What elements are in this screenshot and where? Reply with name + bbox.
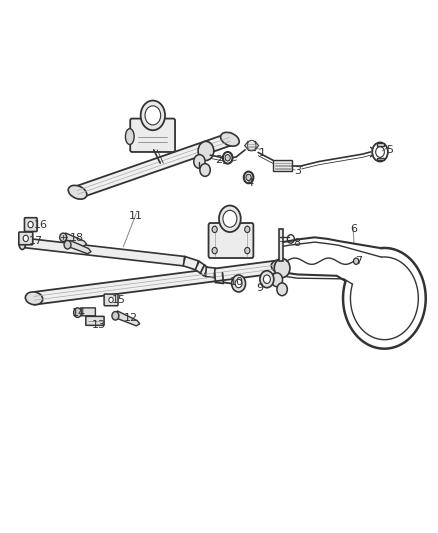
Polygon shape bbox=[279, 229, 283, 261]
Polygon shape bbox=[76, 133, 231, 198]
Circle shape bbox=[141, 101, 165, 130]
Circle shape bbox=[260, 271, 274, 288]
FancyBboxPatch shape bbox=[208, 223, 253, 258]
Ellipse shape bbox=[25, 292, 42, 305]
Text: 12: 12 bbox=[124, 313, 138, 324]
Ellipse shape bbox=[244, 172, 253, 183]
Text: 1: 1 bbox=[259, 148, 266, 158]
Circle shape bbox=[245, 247, 250, 254]
Circle shape bbox=[23, 235, 28, 241]
Text: 7: 7 bbox=[355, 256, 362, 266]
Circle shape bbox=[194, 155, 205, 168]
Text: 17: 17 bbox=[29, 236, 43, 246]
FancyBboxPatch shape bbox=[130, 118, 175, 152]
Circle shape bbox=[212, 247, 217, 254]
Text: 9: 9 bbox=[256, 282, 263, 293]
Circle shape bbox=[198, 141, 214, 160]
Circle shape bbox=[274, 259, 290, 278]
Circle shape bbox=[212, 226, 217, 232]
Text: 18: 18 bbox=[70, 233, 84, 244]
Text: 15: 15 bbox=[112, 295, 126, 305]
FancyBboxPatch shape bbox=[25, 217, 37, 231]
FancyBboxPatch shape bbox=[104, 294, 118, 306]
Circle shape bbox=[112, 312, 119, 320]
Ellipse shape bbox=[68, 185, 87, 199]
Circle shape bbox=[353, 258, 359, 264]
Polygon shape bbox=[22, 238, 184, 266]
Polygon shape bbox=[377, 143, 384, 146]
FancyBboxPatch shape bbox=[19, 232, 33, 245]
Circle shape bbox=[277, 283, 287, 296]
Ellipse shape bbox=[221, 132, 239, 146]
FancyBboxPatch shape bbox=[81, 308, 95, 316]
Ellipse shape bbox=[271, 260, 289, 273]
Circle shape bbox=[145, 106, 161, 125]
Text: 5: 5 bbox=[386, 145, 393, 155]
Ellipse shape bbox=[246, 174, 251, 181]
Polygon shape bbox=[273, 160, 292, 171]
Circle shape bbox=[109, 297, 113, 303]
Polygon shape bbox=[33, 260, 280, 305]
Ellipse shape bbox=[223, 152, 233, 164]
Text: 8: 8 bbox=[293, 238, 300, 248]
Circle shape bbox=[64, 240, 71, 249]
Polygon shape bbox=[183, 256, 198, 270]
Polygon shape bbox=[201, 265, 208, 276]
Polygon shape bbox=[67, 240, 91, 254]
Polygon shape bbox=[62, 233, 87, 246]
FancyBboxPatch shape bbox=[86, 317, 104, 325]
Circle shape bbox=[74, 308, 81, 317]
Circle shape bbox=[245, 226, 250, 232]
Text: 14: 14 bbox=[72, 308, 86, 318]
Circle shape bbox=[235, 279, 242, 288]
Circle shape bbox=[28, 221, 33, 228]
Text: 16: 16 bbox=[34, 220, 48, 230]
Circle shape bbox=[60, 233, 67, 241]
Polygon shape bbox=[205, 267, 215, 278]
Circle shape bbox=[219, 206, 241, 232]
Circle shape bbox=[271, 273, 283, 287]
Polygon shape bbox=[377, 158, 384, 160]
Polygon shape bbox=[115, 311, 140, 326]
Circle shape bbox=[200, 164, 210, 176]
Polygon shape bbox=[195, 261, 205, 273]
Circle shape bbox=[247, 140, 256, 151]
Text: 11: 11 bbox=[129, 211, 143, 221]
Circle shape bbox=[223, 211, 237, 227]
Circle shape bbox=[232, 275, 246, 292]
Ellipse shape bbox=[19, 236, 26, 249]
Circle shape bbox=[263, 275, 270, 284]
Ellipse shape bbox=[225, 155, 230, 161]
Text: 6: 6 bbox=[350, 224, 357, 235]
Text: 3: 3 bbox=[294, 166, 301, 176]
Text: 4: 4 bbox=[247, 177, 254, 188]
Text: 10: 10 bbox=[230, 277, 244, 287]
Text: 2: 2 bbox=[215, 156, 223, 165]
Text: 13: 13 bbox=[92, 320, 106, 330]
Ellipse shape bbox=[125, 128, 134, 144]
